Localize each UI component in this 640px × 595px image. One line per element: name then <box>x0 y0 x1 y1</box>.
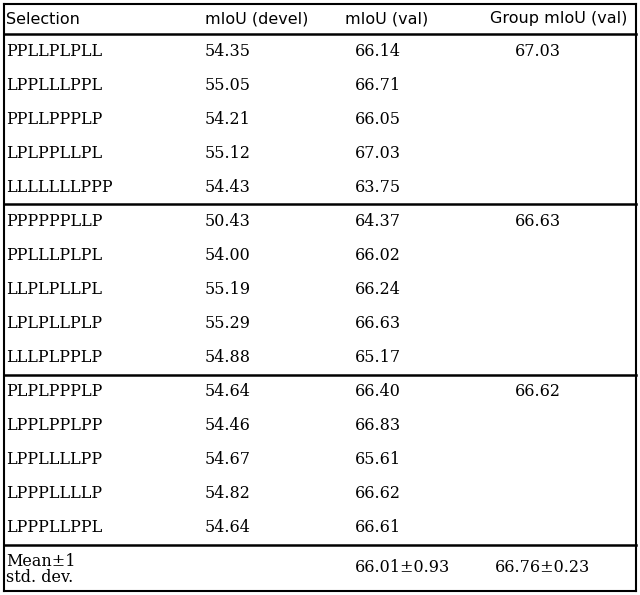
Text: LPPLLLPPL: LPPLLLPPL <box>6 77 102 93</box>
Text: 65.17: 65.17 <box>355 349 401 366</box>
Text: LPPPLLLLP: LPPPLLLLP <box>6 486 102 502</box>
Text: LPLPLLPLP: LPLPLLPLP <box>6 315 102 332</box>
Text: 63.75: 63.75 <box>355 179 401 196</box>
Text: LLLLLLLPPP: LLLLLLLPPP <box>6 179 113 196</box>
Text: PPLLPPPLP: PPLLPPPLP <box>6 111 102 128</box>
Text: PPPPPPLLP: PPPPPPLLP <box>6 213 102 230</box>
Text: LPPLLLLPP: LPPLLLLPP <box>6 452 102 468</box>
Text: 54.21: 54.21 <box>205 111 251 128</box>
Text: 54.35: 54.35 <box>205 42 251 60</box>
Text: 54.67: 54.67 <box>205 452 251 468</box>
Text: 54.64: 54.64 <box>205 519 251 537</box>
Text: 55.05: 55.05 <box>205 77 251 93</box>
Text: 66.62: 66.62 <box>355 486 401 502</box>
Text: 55.12: 55.12 <box>205 145 251 162</box>
Text: 65.61: 65.61 <box>355 452 401 468</box>
Text: PPLLLPLPL: PPLLLPLPL <box>6 247 102 264</box>
Text: 66.83: 66.83 <box>355 417 401 434</box>
Text: 54.43: 54.43 <box>205 179 251 196</box>
Text: 66.01±0.93: 66.01±0.93 <box>355 559 451 577</box>
Text: std. dev.: std. dev. <box>6 569 73 586</box>
Text: LLPLPLLPL: LLPLPLLPL <box>6 281 102 298</box>
Text: 66.05: 66.05 <box>355 111 401 128</box>
Text: 66.63: 66.63 <box>355 315 401 332</box>
Text: LPPLPPLPP: LPPLPPLPP <box>6 417 102 434</box>
Text: 67.03: 67.03 <box>355 145 401 162</box>
Text: 50.43: 50.43 <box>205 213 251 230</box>
Text: 66.71: 66.71 <box>355 77 401 93</box>
Text: Mean±1: Mean±1 <box>6 553 76 570</box>
Text: 66.24: 66.24 <box>355 281 401 298</box>
Text: PLPLPPPLP: PLPLPPPLP <box>6 383 102 400</box>
Text: mIoU (devel): mIoU (devel) <box>205 11 308 27</box>
Text: LLLPLPPLP: LLLPLPPLP <box>6 349 102 366</box>
Text: 64.37: 64.37 <box>355 213 401 230</box>
Text: PPLLPLPLL: PPLLPLPLL <box>6 42 102 60</box>
Text: LPLPPLLPL: LPLPPLLPL <box>6 145 102 162</box>
Text: 55.19: 55.19 <box>205 281 251 298</box>
Text: mIoU (val): mIoU (val) <box>345 11 428 27</box>
Text: 54.88: 54.88 <box>205 349 251 366</box>
Text: 54.82: 54.82 <box>205 486 251 502</box>
Text: 66.76±0.23: 66.76±0.23 <box>495 559 590 577</box>
Text: 67.03: 67.03 <box>515 42 561 60</box>
Text: Group mIoU (val): Group mIoU (val) <box>490 11 627 27</box>
Text: Selection: Selection <box>6 11 80 27</box>
Text: 55.29: 55.29 <box>205 315 251 332</box>
Text: 66.14: 66.14 <box>355 42 401 60</box>
Text: 54.46: 54.46 <box>205 417 251 434</box>
Text: 66.63: 66.63 <box>515 213 561 230</box>
Text: 66.61: 66.61 <box>355 519 401 537</box>
Text: 66.40: 66.40 <box>355 383 401 400</box>
Text: 54.64: 54.64 <box>205 383 251 400</box>
Text: 66.62: 66.62 <box>515 383 561 400</box>
Text: 66.02: 66.02 <box>355 247 401 264</box>
Text: 54.00: 54.00 <box>205 247 251 264</box>
Text: LPPPLLPPL: LPPPLLPPL <box>6 519 102 537</box>
